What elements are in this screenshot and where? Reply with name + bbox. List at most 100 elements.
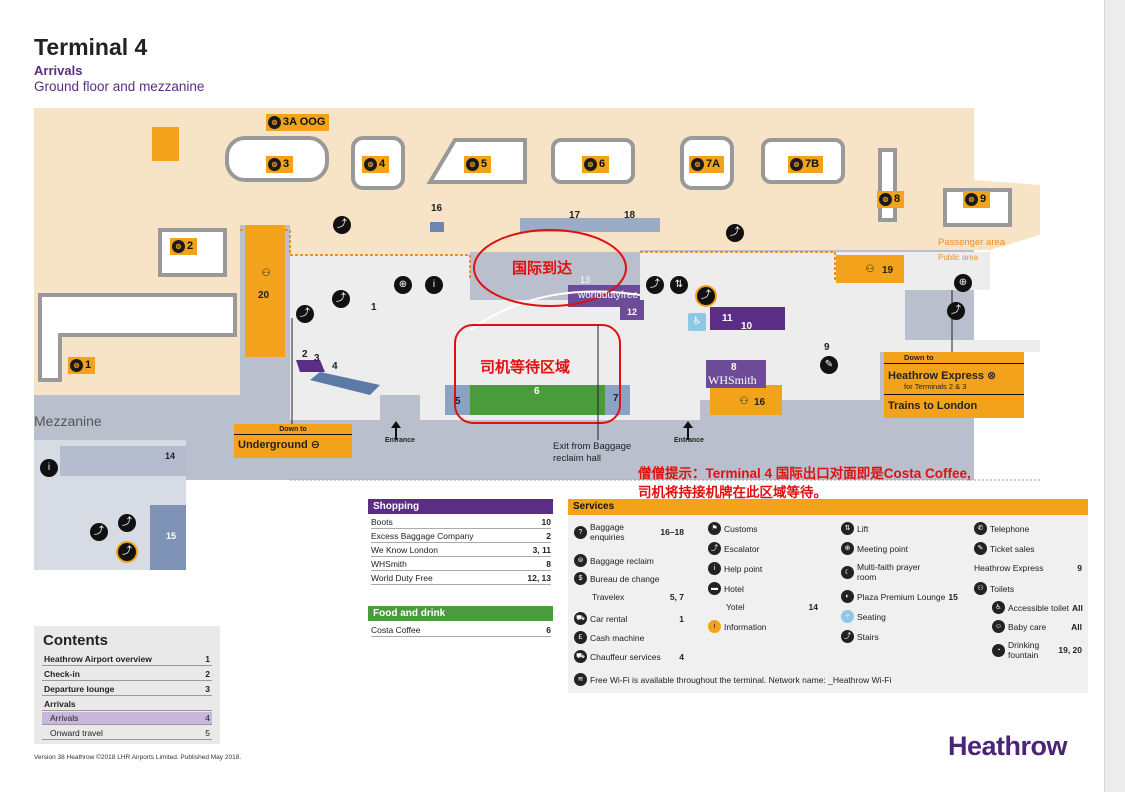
cash-machine-icon: £ — [574, 631, 587, 644]
escalator-icon: ⤴ — [332, 290, 350, 308]
driver-wait-note: 司机等待区域 — [480, 359, 571, 376]
intl-arrivals-note: 国际到达 — [512, 260, 573, 277]
exit-curve — [469, 290, 641, 331]
customs-icon: ⚑ — [708, 522, 721, 535]
map-num-5: 5 — [455, 396, 461, 407]
food-header: Food and drink — [368, 606, 553, 621]
hex-trains: Trains to London — [888, 400, 978, 412]
map-num-20: 20 — [258, 290, 270, 301]
belt-badge-3: ⊜ 3 — [266, 156, 294, 173]
baggage-icon: ⊜ — [172, 240, 185, 253]
baggage-icon: ⊜ — [584, 158, 597, 171]
zone-17-18 — [520, 218, 660, 232]
prayer-room-icon: ☾ — [841, 565, 854, 579]
hex-down-to: Down to — [884, 352, 1024, 364]
toilets-icon: ⚇ — [861, 261, 879, 279]
service-item: ⚑ Customs — [708, 522, 758, 535]
mezz-15 — [150, 505, 186, 570]
telephone-icon: ✆ — [974, 522, 987, 535]
escalator-icon: ⤴ — [726, 224, 744, 242]
belt-badge-2: ⊜ 2 — [170, 238, 198, 255]
scrollbar-rail[interactable] — [1104, 0, 1125, 792]
map-num-17: 17 — [569, 210, 581, 221]
accessible-toilet-icon: ♿ — [992, 601, 1005, 614]
baggage-icon: ⊜ — [364, 158, 377, 171]
map-num-16: 16 — [431, 203, 443, 214]
lift-icon: ⇅ — [841, 522, 854, 535]
service-item: ▬ Hotel — [708, 582, 744, 595]
wifi-icon: ≋ — [574, 673, 587, 686]
heathrow-express-box: Down to Heathrow Express ⊗ for Terminals… — [884, 352, 1024, 418]
service-item: ⊕ Meeting point — [841, 542, 908, 555]
belt-badge-7a: ⊜ 7A — [689, 156, 725, 173]
exit-label-line1: Exit from Baggage — [553, 441, 632, 452]
service-item: Travelex 5, 7 — [592, 592, 684, 602]
shop-8-whsmith — [706, 360, 766, 388]
ticket-sales-icon: ✎ — [974, 542, 987, 555]
belt-1 — [38, 293, 237, 382]
contents-link-onward[interactable]: Onward travel 5 — [42, 727, 212, 740]
page-title: Terminal 4 — [34, 34, 148, 60]
map-num-4: 4 — [332, 361, 338, 372]
contents-panel: Contents Heathrow Airport overview 1 Chec… — [34, 626, 220, 744]
contents-link-arrivals[interactable]: Arrivals 4 — [42, 712, 212, 725]
page-subtitle: Arrivals — [34, 63, 83, 78]
belt-badge-5: ⊜ 5 — [464, 156, 492, 173]
stairs-icon: ⤴ — [841, 630, 854, 643]
mezz-14 — [60, 446, 186, 476]
lift-icon: ⇅ — [670, 276, 688, 294]
area-boundary — [240, 229, 836, 280]
baggage-icon: ⊜ — [879, 193, 892, 206]
shop-5 — [445, 385, 470, 415]
shop-4 — [310, 372, 380, 395]
belt-badge-6: ⊜ 6 — [582, 156, 610, 173]
contents-link-overview[interactable]: Heathrow Airport overview 1 — [42, 654, 212, 666]
map-num-16b: 16 — [754, 397, 766, 408]
service-item: ⊜ Baggage reclaim — [574, 554, 654, 567]
service-item: ⛟ Car rental 1 — [574, 612, 684, 625]
baggage-icon: ⊜ — [268, 158, 281, 171]
service-item: $ Bureau de change — [574, 572, 659, 585]
ticket-sales-icon: ✎ — [820, 356, 838, 374]
shop-2-3 — [296, 360, 325, 372]
contents-link-checkin[interactable]: Check-in 2 — [42, 669, 212, 681]
information-icon: i — [708, 620, 721, 633]
zone-20 — [245, 225, 285, 357]
shopping-header: Shopping — [368, 499, 553, 514]
escalator-icon: ⤴ — [333, 216, 351, 234]
driver-area-highlight — [454, 324, 621, 424]
contents-link-departure[interactable]: Departure lounge 3 — [42, 684, 212, 696]
services-header: Services — [568, 499, 1088, 515]
service-item: ? Baggage enquiries 16–18 — [574, 522, 684, 542]
service-item: ⤴ Escalator — [708, 542, 759, 555]
map-num-8: 8 — [731, 362, 737, 373]
intl-arrivals-highlight — [473, 229, 627, 307]
help-point-icon: i — [425, 276, 443, 294]
baggage-icon: ⊜ — [268, 116, 281, 129]
costa-coffee-6 — [470, 385, 605, 415]
service-item: £ Cash machine — [574, 631, 644, 644]
mezz-14-label: 14 — [165, 451, 176, 461]
passenger-area-label: Passenger area — [938, 237, 1006, 248]
meeting-point-icon: ⊕ — [841, 542, 854, 555]
wifi-info: ≋ Free Wi-Fi is available throughout the … — [574, 673, 891, 686]
underground-box: Down to Underground ⊖ — [234, 424, 352, 458]
baggage-icon: ⊜ — [790, 158, 803, 171]
escalator-icon: ⤴ — [708, 542, 721, 555]
floor-label: Ground floor and mezzanine — [34, 79, 205, 94]
exit-label-line2: reclaim hall — [553, 453, 602, 464]
service-item: ⇅ Lift — [841, 522, 868, 535]
map-num-18: 18 — [624, 210, 636, 221]
service-item: ✆ Telephone — [974, 522, 1029, 535]
escalator-icon: ⤴ — [296, 305, 314, 323]
belt-badge-3a: ⊜ 3A OOG — [266, 114, 330, 131]
map-num-7: 7 — [613, 393, 619, 404]
toilets-icon: ⚇ — [257, 265, 275, 283]
belt-badge-4: ⊜ 4 — [362, 156, 390, 173]
service-item: i Help point — [708, 562, 762, 575]
toilets-icon: ⚇ — [974, 582, 987, 595]
tip-line-2: 司机将持接机牌在此区域等待。 — [638, 485, 827, 500]
baggage-reclaim-icon: ⊜ — [574, 554, 587, 567]
tip-line-1: 僧僧提示：Terminal 4 国际出口对面即是Costa Coffee, — [638, 466, 971, 481]
